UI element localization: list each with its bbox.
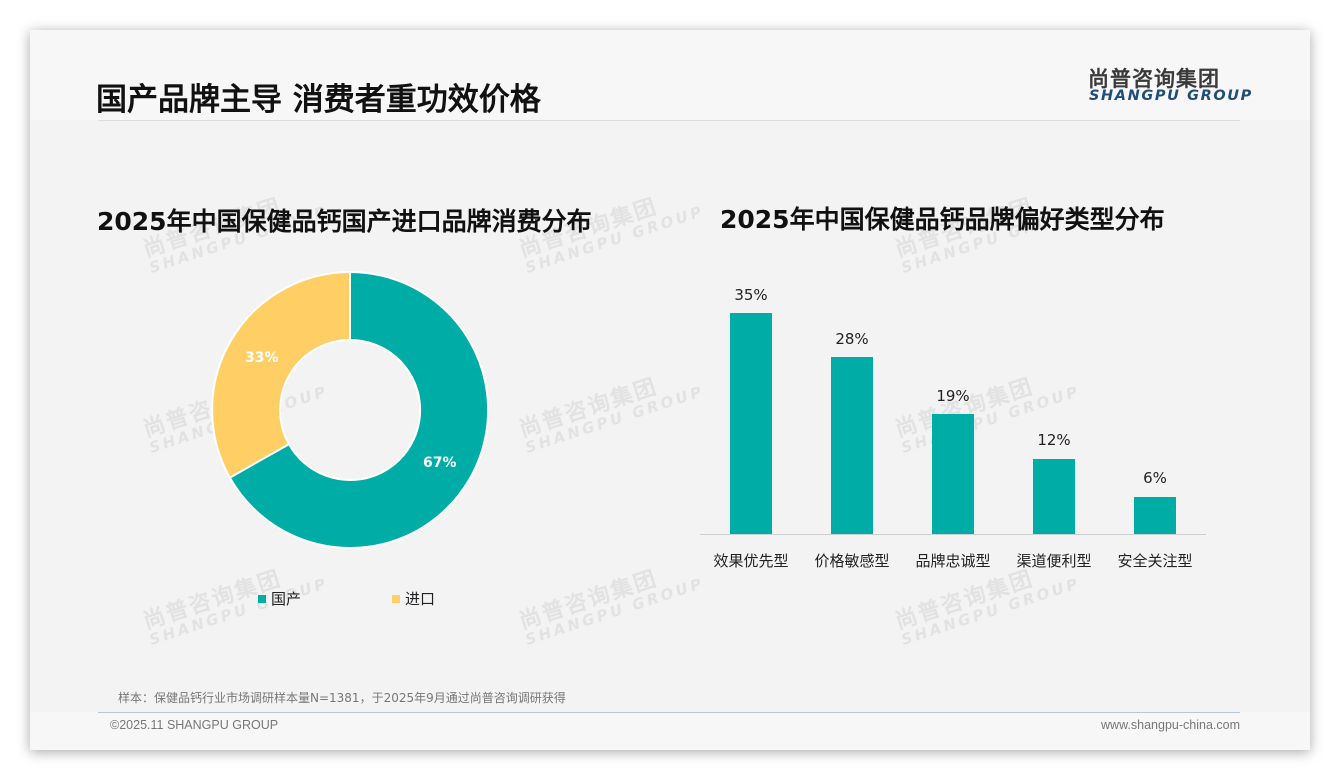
bar-value-label: 6% <box>1143 469 1167 487</box>
bar-effect-first[interactable] <box>730 313 772 534</box>
donut-chart <box>211 270 490 549</box>
legend-swatch-yellow <box>392 594 400 603</box>
bar-safety-focused[interactable] <box>1134 497 1176 534</box>
website-link[interactable]: www.shangpu-china.com <box>1101 718 1240 732</box>
copyright-text: ©2025.11 SHANGPU GROUP <box>110 718 279 732</box>
bar-value-label: 12% <box>1037 431 1071 449</box>
bar-value-label: 19% <box>936 387 970 405</box>
bar-brand-loyal[interactable] <box>932 414 974 534</box>
slide: 尚普咨询集团 SHANGPU GROUP 尚普咨询集团 SHANGPU GROUP … <box>30 30 1310 750</box>
footer-band <box>30 712 1310 750</box>
legend-swatch-teal <box>258 594 266 603</box>
bar-value-label: 28% <box>835 330 869 348</box>
donut-slice-imported[interactable] <box>211 270 351 479</box>
legend-item-imported: 进口 <box>392 588 435 609</box>
title-divider <box>98 120 1240 121</box>
legend-item-domestic: 国产 <box>258 588 301 609</box>
bar-price-sensitive[interactable] <box>831 357 873 534</box>
x-axis-line <box>700 534 1206 535</box>
x-axis-category: 效果优先型 <box>713 552 789 570</box>
donut-label-imported: 33% <box>245 350 279 366</box>
legend-label: 国产 <box>271 590 302 608</box>
x-axis-category: 品牌忠诚型 <box>915 552 991 570</box>
bar-value-label: 35% <box>734 286 768 304</box>
x-axis-category: 安全关注型 <box>1117 552 1193 570</box>
x-axis-category: 价格敏感型 <box>814 552 890 570</box>
donut-slice-domestic[interactable] <box>228 270 490 549</box>
donut-label-domestic: 67% <box>423 455 457 471</box>
logo-text-cn: 尚普咨询集团 <box>1088 67 1220 91</box>
sample-footnote: 样本：保健品钙行业市场调研样本量N=1381，于2025年9月通过尚普咨询调研获… <box>118 691 566 705</box>
footer-divider <box>98 712 1240 713</box>
x-axis-category: 渠道便利型 <box>1016 552 1092 570</box>
legend-label: 进口 <box>405 590 436 608</box>
logo-text-en: SHANGPU GROUP <box>1089 88 1253 104</box>
header-band <box>30 30 1310 120</box>
page-title: 国产品牌主导 消费者重功效价格 <box>96 82 541 118</box>
bar-chart-title: 2025年中国保健品钙品牌偏好类型分布 <box>720 205 1165 234</box>
bar-channel-convenience[interactable] <box>1033 459 1075 534</box>
donut-chart-title: 2025年中国保健品钙国产进口品牌消费分布 <box>97 207 592 236</box>
